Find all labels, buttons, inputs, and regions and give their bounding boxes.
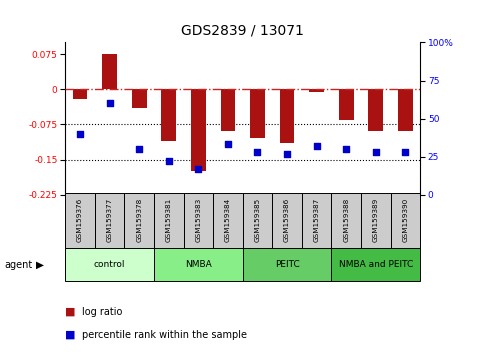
Bar (221, 89, 235, 131)
Bar (369, 89, 383, 131)
Point (342, 146, 350, 152)
Text: NMBA and PEITC: NMBA and PEITC (339, 260, 413, 269)
Text: GSM159389: GSM159389 (373, 198, 379, 242)
Text: log ratio: log ratio (82, 307, 123, 316)
Bar (72, 89, 87, 99)
Text: GSM159377: GSM159377 (107, 198, 113, 242)
Bar (102, 54, 117, 89)
Bar (242, 193, 272, 248)
Bar (331, 248, 420, 281)
Point (283, 151, 291, 156)
Text: NMBA: NMBA (185, 260, 212, 269)
Bar (272, 193, 302, 248)
Bar (161, 89, 176, 141)
Bar (213, 193, 242, 248)
Text: GSM159376: GSM159376 (77, 198, 83, 242)
Text: control: control (94, 260, 125, 269)
Bar (302, 193, 331, 248)
Point (224, 142, 232, 147)
Bar (242, 248, 331, 281)
Bar (132, 89, 146, 108)
Text: agent: agent (5, 259, 33, 270)
Text: ■: ■ (65, 307, 76, 316)
Text: ▶: ▶ (36, 259, 44, 270)
Text: PEITC: PEITC (275, 260, 299, 269)
Point (372, 149, 380, 155)
Bar (309, 89, 324, 92)
Bar (154, 193, 184, 248)
Point (195, 166, 202, 172)
Text: GDS2839 / 13071: GDS2839 / 13071 (181, 23, 304, 37)
Point (313, 143, 321, 149)
Bar (95, 193, 125, 248)
Text: GSM159385: GSM159385 (255, 198, 260, 242)
Text: GSM159386: GSM159386 (284, 198, 290, 242)
Bar (361, 193, 391, 248)
Point (135, 146, 143, 152)
Text: GSM159381: GSM159381 (166, 198, 172, 242)
Text: GSM159378: GSM159378 (136, 198, 142, 242)
Bar (331, 193, 361, 248)
Point (401, 149, 409, 155)
Text: percentile rank within the sample: percentile rank within the sample (82, 330, 247, 339)
Bar (65, 193, 95, 248)
Text: GSM159387: GSM159387 (313, 198, 320, 242)
Point (165, 158, 172, 164)
Text: GSM159388: GSM159388 (343, 198, 349, 242)
Point (76, 131, 84, 137)
Bar (184, 193, 213, 248)
Bar (154, 248, 243, 281)
Bar (191, 89, 206, 171)
Bar (398, 89, 413, 131)
Bar (65, 248, 154, 281)
Text: GSM159383: GSM159383 (195, 198, 201, 242)
Point (106, 101, 114, 106)
Bar (391, 193, 420, 248)
Point (254, 149, 261, 155)
Text: ■: ■ (65, 330, 76, 339)
Bar (250, 89, 265, 138)
Bar (280, 89, 295, 143)
Bar (339, 89, 354, 120)
Text: GSM159384: GSM159384 (225, 198, 231, 242)
Bar (125, 193, 154, 248)
Text: GSM159390: GSM159390 (402, 198, 409, 242)
